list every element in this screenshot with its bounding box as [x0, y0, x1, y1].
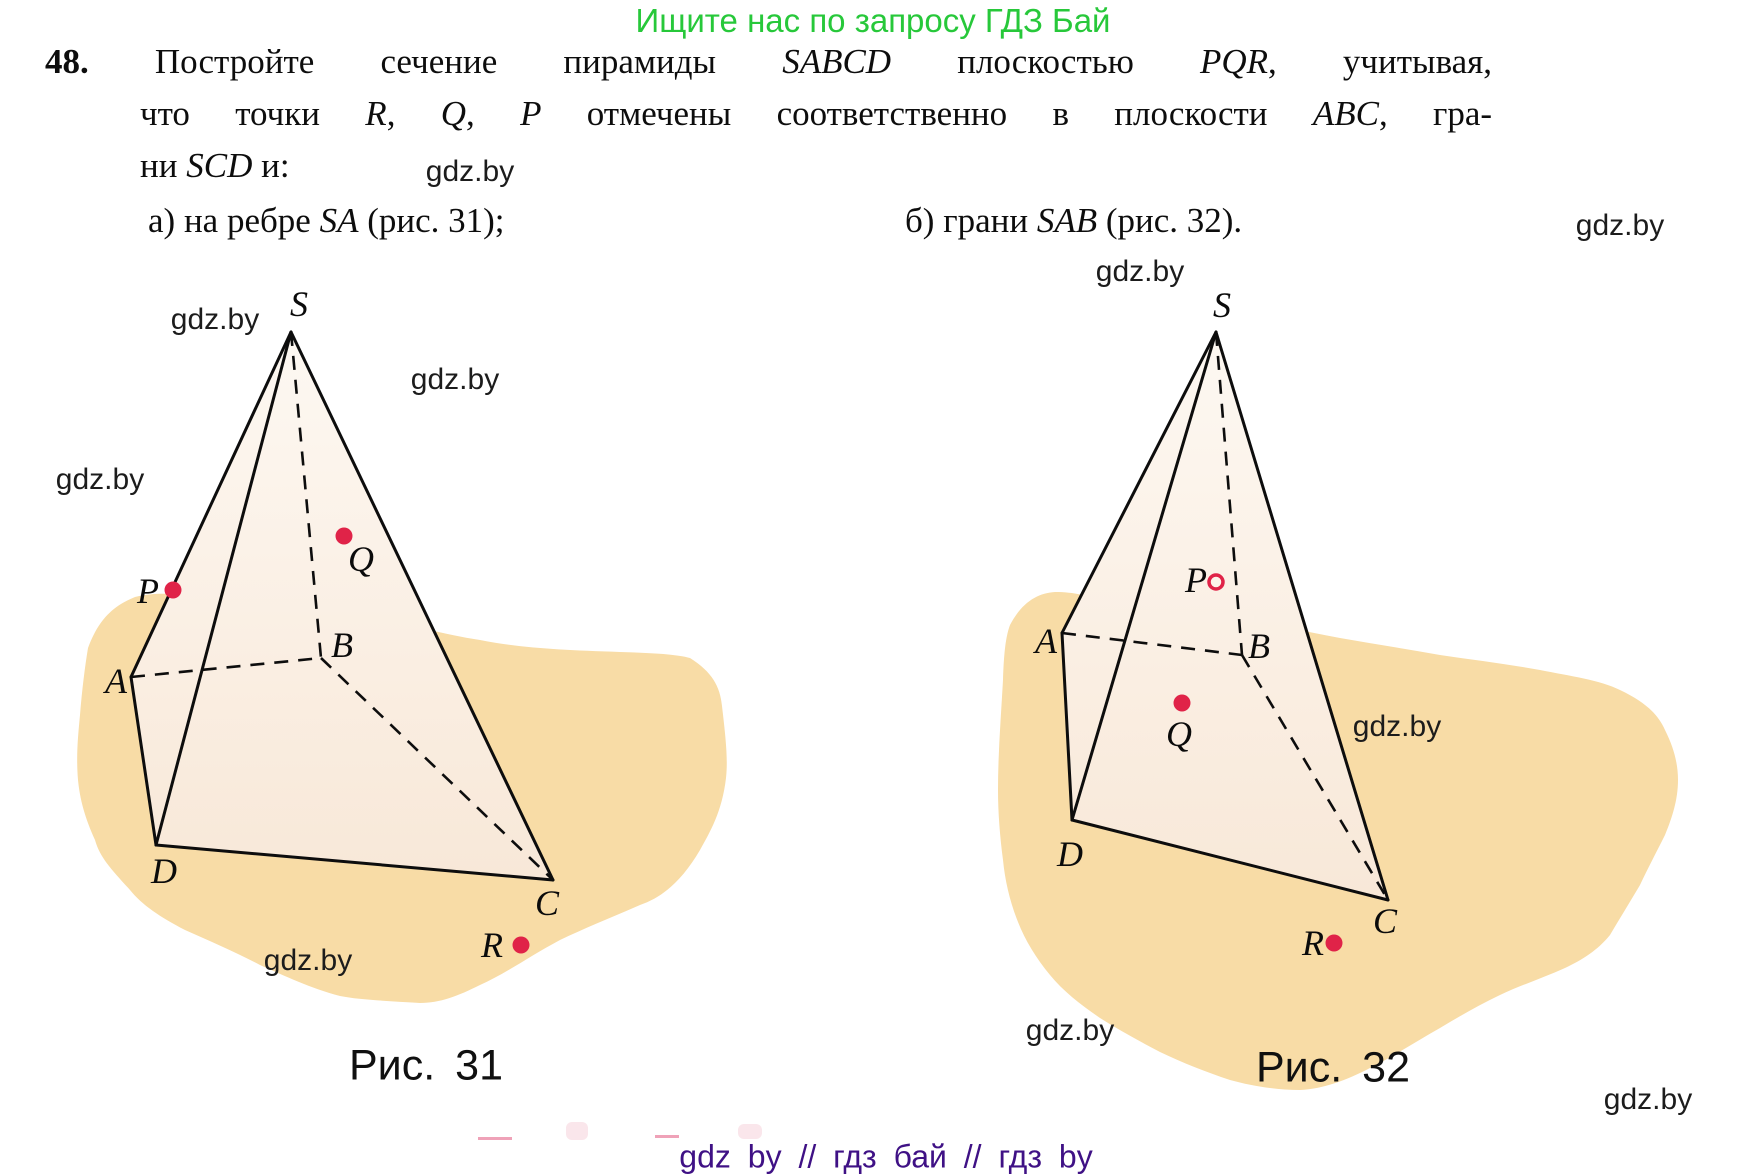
fig32-label-p: P: [1185, 560, 1207, 600]
problem-line-1: 48. Постройте сечение пирамиды SABCD пло…: [45, 42, 1492, 82]
watermark-gdz: gdz.by: [1095, 255, 1185, 288]
fig32-caption-label: Рис.: [1256, 1043, 1343, 1092]
watermark-gdz: gdz.by: [263, 944, 353, 977]
item-a: а) на ребре SA (рис. 31);: [148, 201, 505, 240]
fig32-face: [1062, 332, 1388, 900]
fig32-edge-sc: [1214, 330, 1390, 902]
fig31-label-c: C: [534, 883, 560, 923]
fig31-label-s: S: [290, 284, 308, 324]
fig31-point-r-dot: [512, 936, 530, 954]
fig31-edge-sa: [129, 330, 293, 679]
fig32-label-d: D: [1057, 834, 1083, 874]
fig32-label-q: Q: [1166, 714, 1192, 754]
fig32-edge-sb-dashed: [1214, 331, 1244, 656]
fig32-label-r: R: [1302, 923, 1324, 963]
fig31-edge-sd: [154, 330, 293, 847]
problem-number: 48.: [45, 42, 89, 81]
problem-line-3: ни SCD и:: [140, 146, 290, 185]
fig31-label-p: P: [137, 571, 159, 611]
item-b: б) грани SAB (рис. 32).: [905, 201, 1243, 240]
fig31-edge-sb-dashed: [289, 331, 323, 659]
fig32-caption-number: 32: [1362, 1043, 1410, 1092]
fig31-edge-bc-dashed: [320, 657, 554, 881]
watermark-gdz: gdz.by: [1352, 710, 1442, 743]
watermark-gdz: gdz.by: [1603, 1083, 1693, 1116]
artifact-pink-mark: [738, 1124, 762, 1139]
fig31-edge-dc: [154, 843, 555, 882]
fig32-edge-ad: [1060, 631, 1074, 822]
fig31-caption-label: Рис.: [349, 1041, 436, 1090]
fig31-point-q-dot: [335, 527, 353, 545]
fig31-edge-ad: [129, 675, 158, 847]
fig32-point-q-dot: [1173, 694, 1191, 712]
watermark-gdz: gdz.by: [410, 363, 500, 396]
problem-line-1-text: Постройте сечение пирамиды SABCD плоскос…: [88, 42, 1493, 81]
watermark-gdz: gdz.by: [1025, 1014, 1115, 1047]
fig31-label-b: B: [331, 625, 353, 665]
fig32-label-a: A: [1035, 621, 1057, 661]
artifact-pink-mark: [566, 1122, 588, 1140]
fig32-pyramid: [1060, 330, 1390, 952]
artifact-pink-mark: [478, 1137, 512, 1140]
fig31-label-r: R: [481, 925, 503, 965]
watermark-gdz: gdz.by: [170, 303, 260, 336]
fig31-caption-number: 31: [455, 1041, 503, 1090]
fig32-label-c: C: [1372, 901, 1398, 941]
fig32-label-b: B: [1248, 626, 1270, 666]
fig31-label-d: D: [151, 851, 177, 891]
fig31-point-p-dot: [164, 581, 182, 599]
problem-line-2: что точки R, Q, P отмечены соответственн…: [140, 94, 1493, 133]
fig31-edge-ab-dashed: [130, 656, 322, 679]
watermark-gdz: gdz.by: [1575, 209, 1665, 242]
fig32-point-r-dot: [1325, 934, 1343, 952]
fig32-edge-sa: [1060, 330, 1218, 635]
fig32-label-s: S: [1213, 285, 1231, 325]
fig31-edge-sc: [289, 330, 555, 882]
watermark-gdz: gdz.by: [425, 155, 515, 188]
fig31-face: [131, 332, 553, 880]
fig32-edge-sd: [1070, 330, 1218, 822]
fig32-point-p-circle: [1207, 573, 1225, 591]
fig32-edge-dc: [1070, 818, 1390, 902]
fig32-caption: Рис. 32: [1256, 1044, 1410, 1093]
artifact-pink-mark: [655, 1135, 679, 1138]
site-banner: Ищите нас по запросу ГДЗ Бай: [635, 2, 1111, 39]
fig32-edge-ab-dashed: [1061, 631, 1243, 657]
fig31-label-q: Q: [348, 539, 374, 579]
footer-watermark: gdz by // гдз бай // гдз by: [679, 1138, 1093, 1175]
watermark-gdz: gdz.by: [55, 463, 145, 496]
fig31-label-a: A: [105, 661, 127, 701]
fig31-caption: Рис. 31: [349, 1042, 503, 1091]
fig31-pyramid: [129, 330, 555, 954]
